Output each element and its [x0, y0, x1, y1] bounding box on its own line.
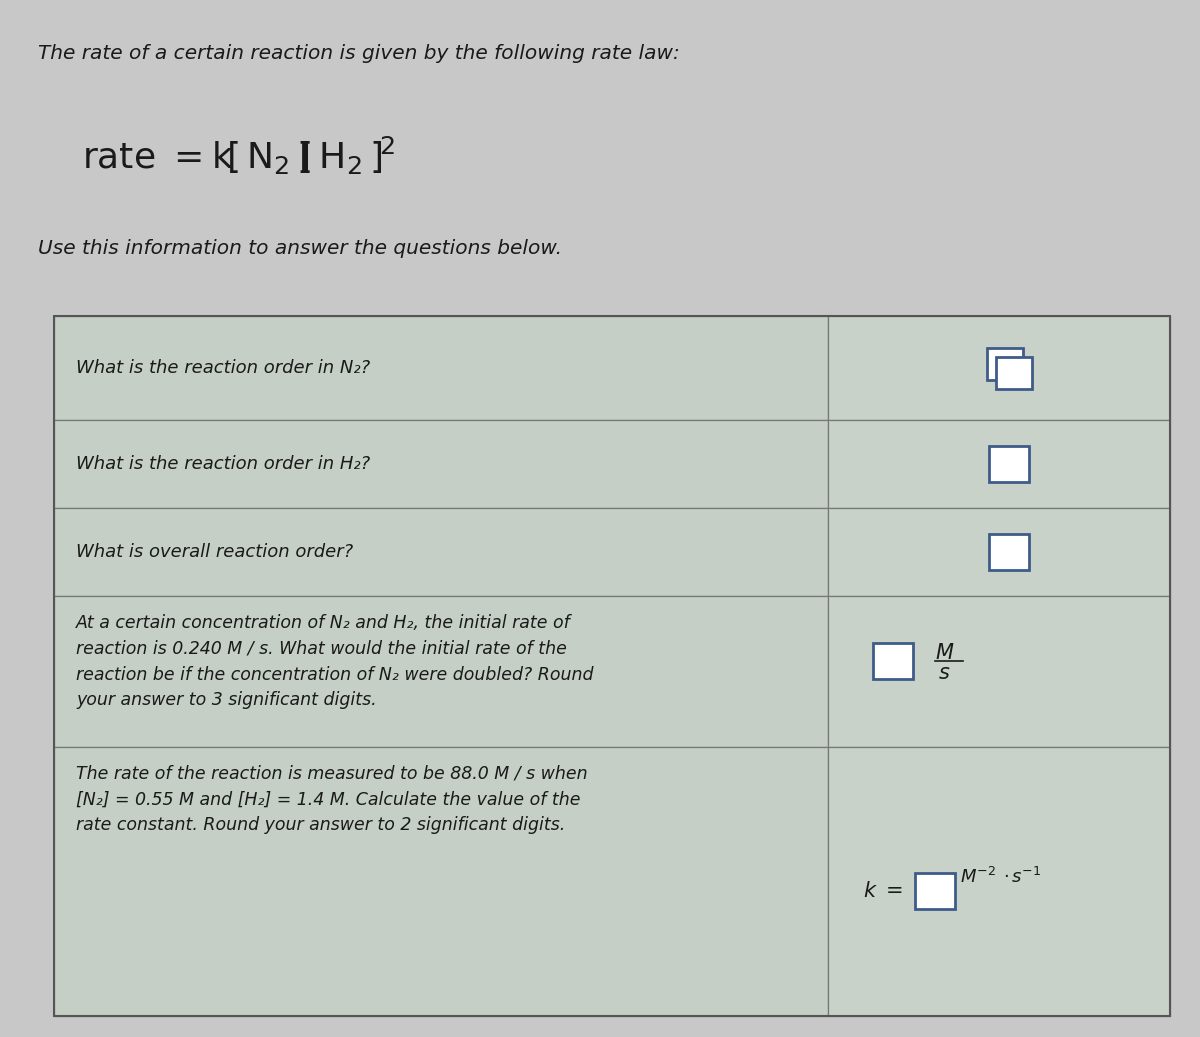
Bar: [989, 534, 1030, 570]
Bar: [828, 747, 1170, 1016]
Bar: [828, 596, 1170, 747]
Text: rate $= \mathrm{k}\!\left[\,\mathrm{N_2}\,\right]\!\!\left[\,\mathrm{H_2}\,\righ: rate $= \mathrm{k}\!\left[\,\mathrm{N_2}…: [82, 135, 395, 177]
Bar: [996, 357, 1032, 389]
Bar: [872, 643, 913, 679]
Text: What is overall reaction order?: What is overall reaction order?: [76, 543, 353, 561]
Bar: [54, 316, 1170, 1016]
Bar: [828, 420, 1170, 508]
Text: At a certain concentration of N₂ and H₂, the initial rate of
reaction is 0.240 M: At a certain concentration of N₂ and H₂,…: [76, 614, 594, 709]
Text: What is the reaction order in H₂?: What is the reaction order in H₂?: [76, 455, 370, 473]
Bar: [828, 316, 1170, 420]
Bar: [54, 596, 828, 747]
Text: $M^{-2}$: $M^{-2}$: [960, 867, 996, 888]
Bar: [54, 508, 828, 596]
Bar: [54, 747, 828, 1016]
Text: $\mathit{k}\ =\ $: $\mathit{k}\ =\ $: [863, 881, 904, 901]
Bar: [914, 873, 955, 909]
Bar: [989, 446, 1030, 482]
Text: $\mathit{s}$: $\mathit{s}$: [938, 664, 950, 683]
Bar: [54, 316, 828, 420]
Text: $\cdot\,s^{-1}$: $\cdot\,s^{-1}$: [1003, 867, 1042, 888]
Bar: [54, 420, 828, 508]
Bar: [828, 508, 1170, 596]
Text: $\mathit{M}$: $\mathit{M}$: [935, 643, 954, 664]
Text: The rate of a certain reaction is given by the following rate law:: The rate of a certain reaction is given …: [38, 44, 680, 62]
Bar: [986, 347, 1022, 380]
Text: What is the reaction order in N₂?: What is the reaction order in N₂?: [76, 359, 370, 377]
Text: The rate of the reaction is measured to be 88.0 M / s when
[N₂] = 0.55 M and [H₂: The rate of the reaction is measured to …: [76, 764, 588, 834]
Text: Use this information to answer the questions below.: Use this information to answer the quest…: [38, 239, 563, 257]
